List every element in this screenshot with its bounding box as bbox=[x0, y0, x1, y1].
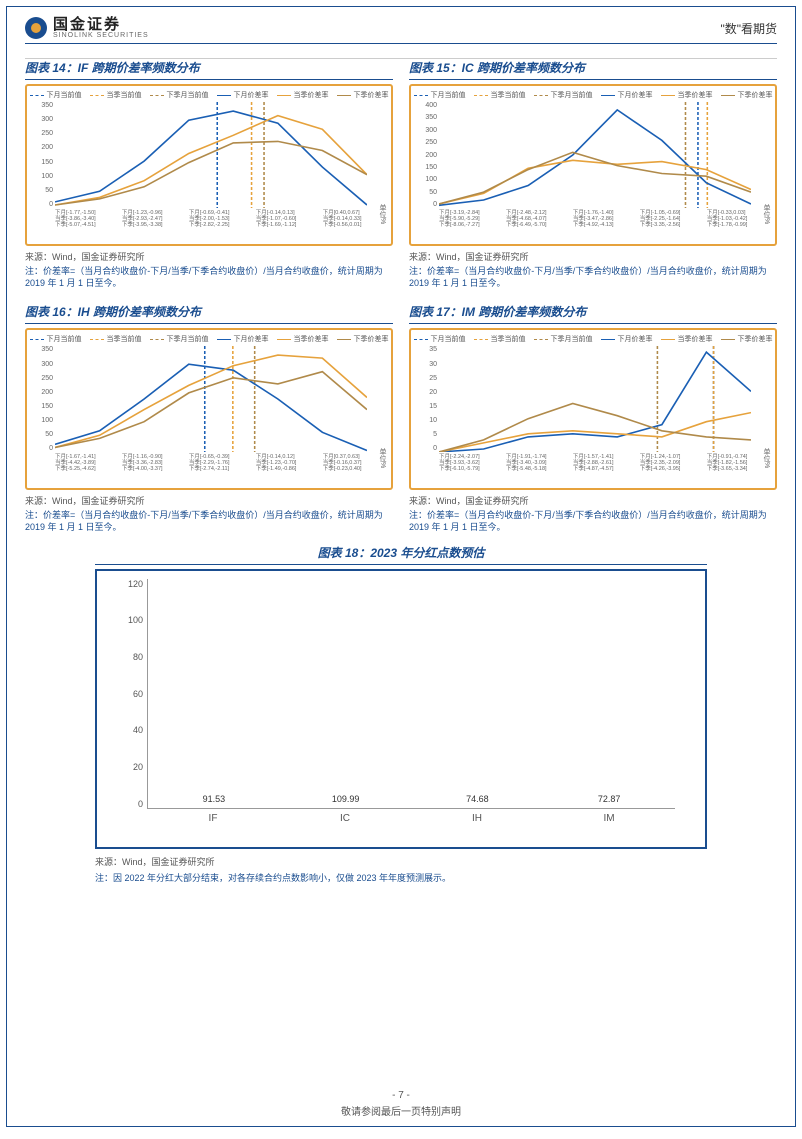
yaxis: 35302520151050 bbox=[415, 346, 437, 452]
chart-box: 下月当前值 当季当前值 下季月当前值 下月价差率 当季价差率 下季价差率 400… bbox=[409, 84, 777, 246]
logo-en: SINOLINK SECURITIES bbox=[53, 32, 149, 39]
chart18-note: 注：因 2022 年分红大部分结束，对各存续合约点数影响小，仅做 2023 年年… bbox=[95, 871, 777, 884]
plot: 350300250200150100500 bbox=[55, 346, 367, 452]
yaxis: 350300250200150100500 bbox=[31, 102, 53, 208]
bar-value: 74.68 bbox=[466, 794, 489, 804]
chart18-title: 图表 18：2023 年分红点数预估 bbox=[95, 544, 707, 565]
legend: 下月当前值 当季当前值 下季月当前值 下月价差率 当季价差率 下季价差率 bbox=[29, 90, 389, 100]
chart-note: 注：价差率=（当月合约收盘价-下月/当季/下季合约收盘价）/当月合约收盘价，统计… bbox=[25, 266, 393, 289]
bar-value: 91.53 bbox=[203, 794, 226, 804]
chart-title: 图表 15：IC 跨期价差率频数分布 bbox=[409, 59, 777, 80]
logo-cn: 国金证券 bbox=[53, 17, 149, 32]
unit-label: 单位% bbox=[761, 448, 771, 468]
yaxis: 350300250200150100500 bbox=[31, 346, 53, 452]
chart-source: 来源：Wind，国金证券研究所 bbox=[409, 250, 777, 263]
legend: 下月当前值 当季当前值 下季月当前值 下月价差率 当季价差率 下季价差率 bbox=[29, 334, 389, 344]
chart18-yaxis: 120100806040200 bbox=[121, 579, 143, 809]
plot: 35302520151050 bbox=[439, 346, 751, 452]
xlabels: 下月[-2.24,-2.07]当季[-3.93,-3.62]下季[-6.10,-… bbox=[439, 454, 751, 472]
chart-c14: 图表 14：IF 跨期价差率频数分布 下月当前值 当季当前值 下季月当前值 下月… bbox=[25, 59, 393, 289]
plot: 350300250200150100500 bbox=[55, 102, 367, 208]
unit-label: 单位% bbox=[377, 448, 387, 468]
bar-cat: IH bbox=[427, 813, 527, 824]
plot-svg bbox=[55, 102, 367, 208]
xlabels: 下月[-3.19,-2.84]当季[-5.90,-5.29]下季[-8.06,-… bbox=[439, 210, 751, 228]
header-caption: "数"看期货 bbox=[720, 20, 777, 37]
chart18-bars: 91.53 109.99 74.68 72.87 bbox=[147, 579, 675, 809]
plot: 400350300250200150100500 bbox=[439, 102, 751, 208]
page-header: 国金证券 SINOLINK SECURITIES "数"看期货 bbox=[25, 17, 777, 44]
unit-label: 单位% bbox=[377, 204, 387, 224]
chart-title: 图表 17：IM 跨期价差率频数分布 bbox=[409, 303, 777, 324]
chart-c17: 图表 17：IM 跨期价差率频数分布 下月当前值 当季当前值 下季月当前值 下月… bbox=[409, 303, 777, 533]
bar-cat: IM bbox=[559, 813, 659, 824]
chart18-source: 来源：Wind，国金证券研究所 bbox=[95, 855, 777, 868]
xlabels: 下月[-1.67,-1.41]当季[-4.42,-3.89]下季[-5.25,-… bbox=[55, 454, 367, 472]
yaxis: 400350300250200150100500 bbox=[415, 102, 437, 208]
plot-svg bbox=[55, 346, 367, 452]
chart-box: 下月当前值 当季当前值 下季月当前值 下月价差率 当季价差率 下季价差率 350… bbox=[25, 84, 393, 246]
chart18-xaxis: IF IC IH IM bbox=[147, 813, 675, 824]
chart-title: 图表 14：IF 跨期价差率频数分布 bbox=[25, 59, 393, 80]
page-number: - 7 - bbox=[7, 1090, 795, 1101]
logo: 国金证券 SINOLINK SECURITIES bbox=[25, 17, 149, 39]
bar-cat: IC bbox=[295, 813, 395, 824]
legend: 下月当前值 当季当前值 下季月当前值 下月价差率 当季价差率 下季价差率 bbox=[413, 90, 773, 100]
bar-cat: IF bbox=[163, 813, 263, 824]
logo-icon bbox=[25, 17, 47, 39]
chart18-plot: 120100806040200 91.53109.9974.6872.87 bbox=[147, 579, 675, 809]
unit-label: 单位% bbox=[761, 204, 771, 224]
plot-svg bbox=[439, 346, 751, 452]
chart-source: 来源：Wind，国金证券研究所 bbox=[409, 494, 777, 507]
chart-source: 来源：Wind，国金证券研究所 bbox=[25, 494, 393, 507]
disclaimer: 敬请参阅最后一页特别声明 bbox=[7, 1103, 795, 1118]
chart-note: 注：价差率=（当月合约收盘价-下月/当季/下季合约收盘价）/当月合约收盘价，统计… bbox=[409, 510, 777, 533]
xlabels: 下月[-1.77,-1.50]当季[-3.86,-3.40]下季[-5.07,-… bbox=[55, 210, 367, 228]
chart-source: 来源：Wind，国金证券研究所 bbox=[25, 250, 393, 263]
bar-value: 72.87 bbox=[598, 794, 621, 804]
chart-c16: 图表 16：IH 跨期价差率频数分布 下月当前值 当季当前值 下季月当前值 下月… bbox=[25, 303, 393, 533]
chart-c15: 图表 15：IC 跨期价差率频数分布 下月当前值 当季当前值 下季月当前值 下月… bbox=[409, 59, 777, 289]
chart-grid: 图表 14：IF 跨期价差率频数分布 下月当前值 当季当前值 下季月当前值 下月… bbox=[25, 59, 777, 534]
chart-note: 注：价差率=（当月合约收盘价-下月/当季/下季合约收盘价）/当月合约收盘价，统计… bbox=[25, 510, 393, 533]
chart-title: 图表 16：IH 跨期价差率频数分布 bbox=[25, 303, 393, 324]
chart-box: 下月当前值 当季当前值 下季月当前值 下月价差率 当季价差率 下季价差率 353… bbox=[409, 328, 777, 490]
chart18-box: 120100806040200 91.53 109.99 74.68 72.87 IF… bbox=[95, 569, 707, 849]
page-footer: - 7 - 敬请参阅最后一页特别声明 bbox=[7, 1090, 795, 1118]
legend: 下月当前值 当季当前值 下季月当前值 下月价差率 当季价差率 下季价差率 bbox=[413, 334, 773, 344]
chart-note: 注：价差率=（当月合约收盘价-下月/当季/下季合约收盘价）/当月合约收盘价，统计… bbox=[409, 266, 777, 289]
plot-svg bbox=[439, 102, 751, 208]
chart18-wrap: 图表 18：2023 年分红点数预估 120100806040200 91.53… bbox=[95, 544, 707, 849]
bar-value: 109.99 bbox=[332, 794, 360, 804]
chart-box: 下月当前值 当季当前值 下季月当前值 下月价差率 当季价差率 下季价差率 350… bbox=[25, 328, 393, 490]
